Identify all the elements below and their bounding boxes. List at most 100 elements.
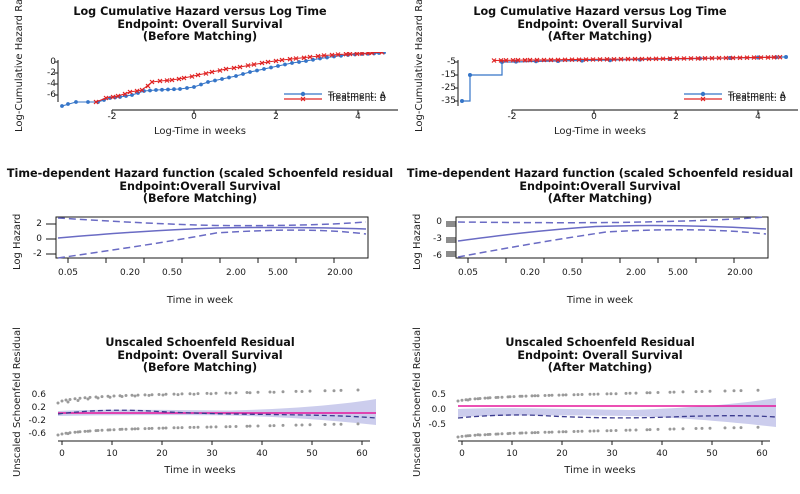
y-axis-label: Unscaled Schoenfeld Residual: [412, 327, 423, 477]
title-line-2: Endpoint:Overall Survival: [519, 179, 681, 193]
title-line-2: Endpoint: Overall Survival: [117, 348, 283, 362]
x-tick: 30: [606, 449, 618, 459]
y-tick: -6: [47, 90, 56, 100]
title-line-3: (After Matching): [547, 192, 653, 206]
x-tick: 0.50: [161, 268, 183, 278]
y-tick: -3: [433, 234, 442, 244]
plot-area: [46, 216, 369, 259]
y-tick: 0.5: [431, 390, 446, 400]
title-line-1: Unscaled Schoenfeld Residual: [505, 336, 695, 349]
panel-hazard-before: Time-dependent Hazard function (scaled S…: [0, 160, 400, 325]
x-tick: 20: [156, 449, 168, 459]
panel-title: Unscaled Schoenfeld Residual Endpoint: O…: [400, 336, 800, 375]
y-axis-label: Log-Cumulative Hazard Rate: [14, 0, 25, 132]
x-tick: 0.05: [457, 268, 479, 278]
title-line-1: Time-dependent Hazard function (scaled S…: [6, 168, 394, 180]
y-tick: 0.0: [431, 405, 446, 415]
x-tick: 40: [656, 449, 668, 459]
x-axis: [458, 440, 770, 445]
y-tick: 0: [36, 234, 42, 244]
y-tick: -35: [441, 96, 456, 106]
legend-label-a: Treatment: A: [328, 91, 386, 101]
x-tick: 40: [256, 449, 268, 459]
y-tick: -2: [47, 68, 56, 78]
y-axis: [54, 60, 59, 102]
plot-area: [60, 52, 386, 108]
legend-swatches: [684, 91, 722, 102]
y-tick: -25: [441, 83, 456, 93]
x-tick: 2.00: [225, 268, 247, 278]
x-tick: 0: [459, 449, 465, 459]
legend-swatches: [284, 91, 322, 102]
legend-label-a: Treatment: A: [728, 91, 786, 101]
panel-logcumhaz-before: Log Cumulative Hazard versus Log Time En…: [0, 0, 400, 160]
panel-title: Unscaled Schoenfeld Residual Endpoint: O…: [0, 336, 400, 375]
title-line-3: (After Matching): [547, 361, 653, 375]
x-tick: 50: [306, 449, 318, 459]
x-tick: 10: [506, 449, 518, 459]
x-tick: 0: [59, 449, 65, 459]
y-tick: 2: [36, 219, 42, 229]
x-tick: 10: [106, 449, 118, 459]
y-tick: 0.6: [31, 390, 46, 400]
panel-hazard-after: Time-dependent Hazard function (scaled S…: [400, 160, 800, 325]
plot-area: [456, 388, 777, 439]
y-tick: 0.2: [31, 403, 46, 413]
x-tick: 20.00: [327, 268, 353, 278]
y-tick: -5: [447, 57, 456, 67]
title-line-1: Unscaled Schoenfeld Residual: [105, 336, 295, 349]
x-tick: 0.05: [57, 268, 79, 278]
title-line-2: Endpoint: Overall Survival: [117, 17, 283, 31]
legend-label-b: Treatment: B: [728, 94, 786, 104]
x-axis: [511, 109, 798, 114]
x-tick: 0: [591, 112, 597, 122]
x-axis-label: Log-Time in weeks: [554, 126, 646, 137]
x-tick: 5.00: [667, 268, 689, 278]
panel-title: Time-dependent Hazard function (scaled S…: [400, 168, 800, 206]
title-line-3: (After Matching): [547, 30, 653, 44]
y-tick: -4: [47, 79, 56, 89]
x-tick: 30: [206, 449, 218, 459]
x-tick: 0.20: [519, 268, 541, 278]
x-tick: 4: [355, 112, 361, 122]
x-tick: -2: [107, 112, 117, 122]
x-tick: 20.00: [727, 268, 753, 278]
x-axis-label: Time in weeks: [564, 465, 636, 476]
x-tick: 5.00: [267, 268, 289, 278]
title-line-3: (Before Matching): [142, 192, 258, 206]
y-tick: -0.6: [28, 429, 46, 439]
y-tick: -0.2: [28, 416, 46, 426]
y-tick: 0: [436, 217, 442, 227]
x-tick: 50: [706, 449, 718, 459]
panel-title: Time-dependent Hazard function (scaled S…: [0, 168, 400, 206]
y-axis-label: Log-Cumulative Hazard Rate: [414, 0, 425, 132]
x-axis-label: Time in week: [566, 295, 634, 306]
panel-schoenfeld-after: Unscaled Schoenfeld Residual Endpoint: O…: [400, 325, 800, 494]
x-tick: 60: [356, 449, 368, 459]
title-line-2: Endpoint:Overall Survival: [119, 179, 281, 193]
y-tick: -6: [433, 251, 442, 261]
title-line-1: Log Cumulative Hazard versus Log Time: [73, 5, 327, 18]
title-line-2: Endpoint: Overall Survival: [517, 17, 683, 31]
x-tick: 20: [556, 449, 568, 459]
x-axis-label: Log-Time in weeks: [154, 126, 246, 137]
plot-area: [56, 388, 377, 437]
title-line-1: Log Cumulative Hazard versus Log Time: [473, 5, 727, 18]
title-line-3: (Before Matching): [142, 361, 258, 375]
title-line-3: (Before Matching): [142, 30, 258, 44]
plot-area: [446, 216, 769, 259]
y-axis: [454, 60, 459, 106]
x-tick: 60: [756, 449, 768, 459]
x-tick: 0.50: [561, 268, 583, 278]
panel-title: Log Cumulative Hazard versus Log Time En…: [400, 5, 800, 44]
x-tick: 2.00: [625, 268, 647, 278]
x-tick: 4: [755, 112, 761, 122]
x-tick: 2: [273, 112, 279, 122]
y-tick: -15: [441, 70, 456, 80]
x-axis-label: Time in weeks: [164, 465, 236, 476]
x-tick: 2: [673, 112, 679, 122]
x-tick: -2: [507, 112, 517, 122]
x-tick: 0: [191, 112, 197, 122]
legend-label-b: Treatment: B: [328, 94, 386, 104]
title-line-2: Endpoint: Overall Survival: [517, 348, 683, 362]
